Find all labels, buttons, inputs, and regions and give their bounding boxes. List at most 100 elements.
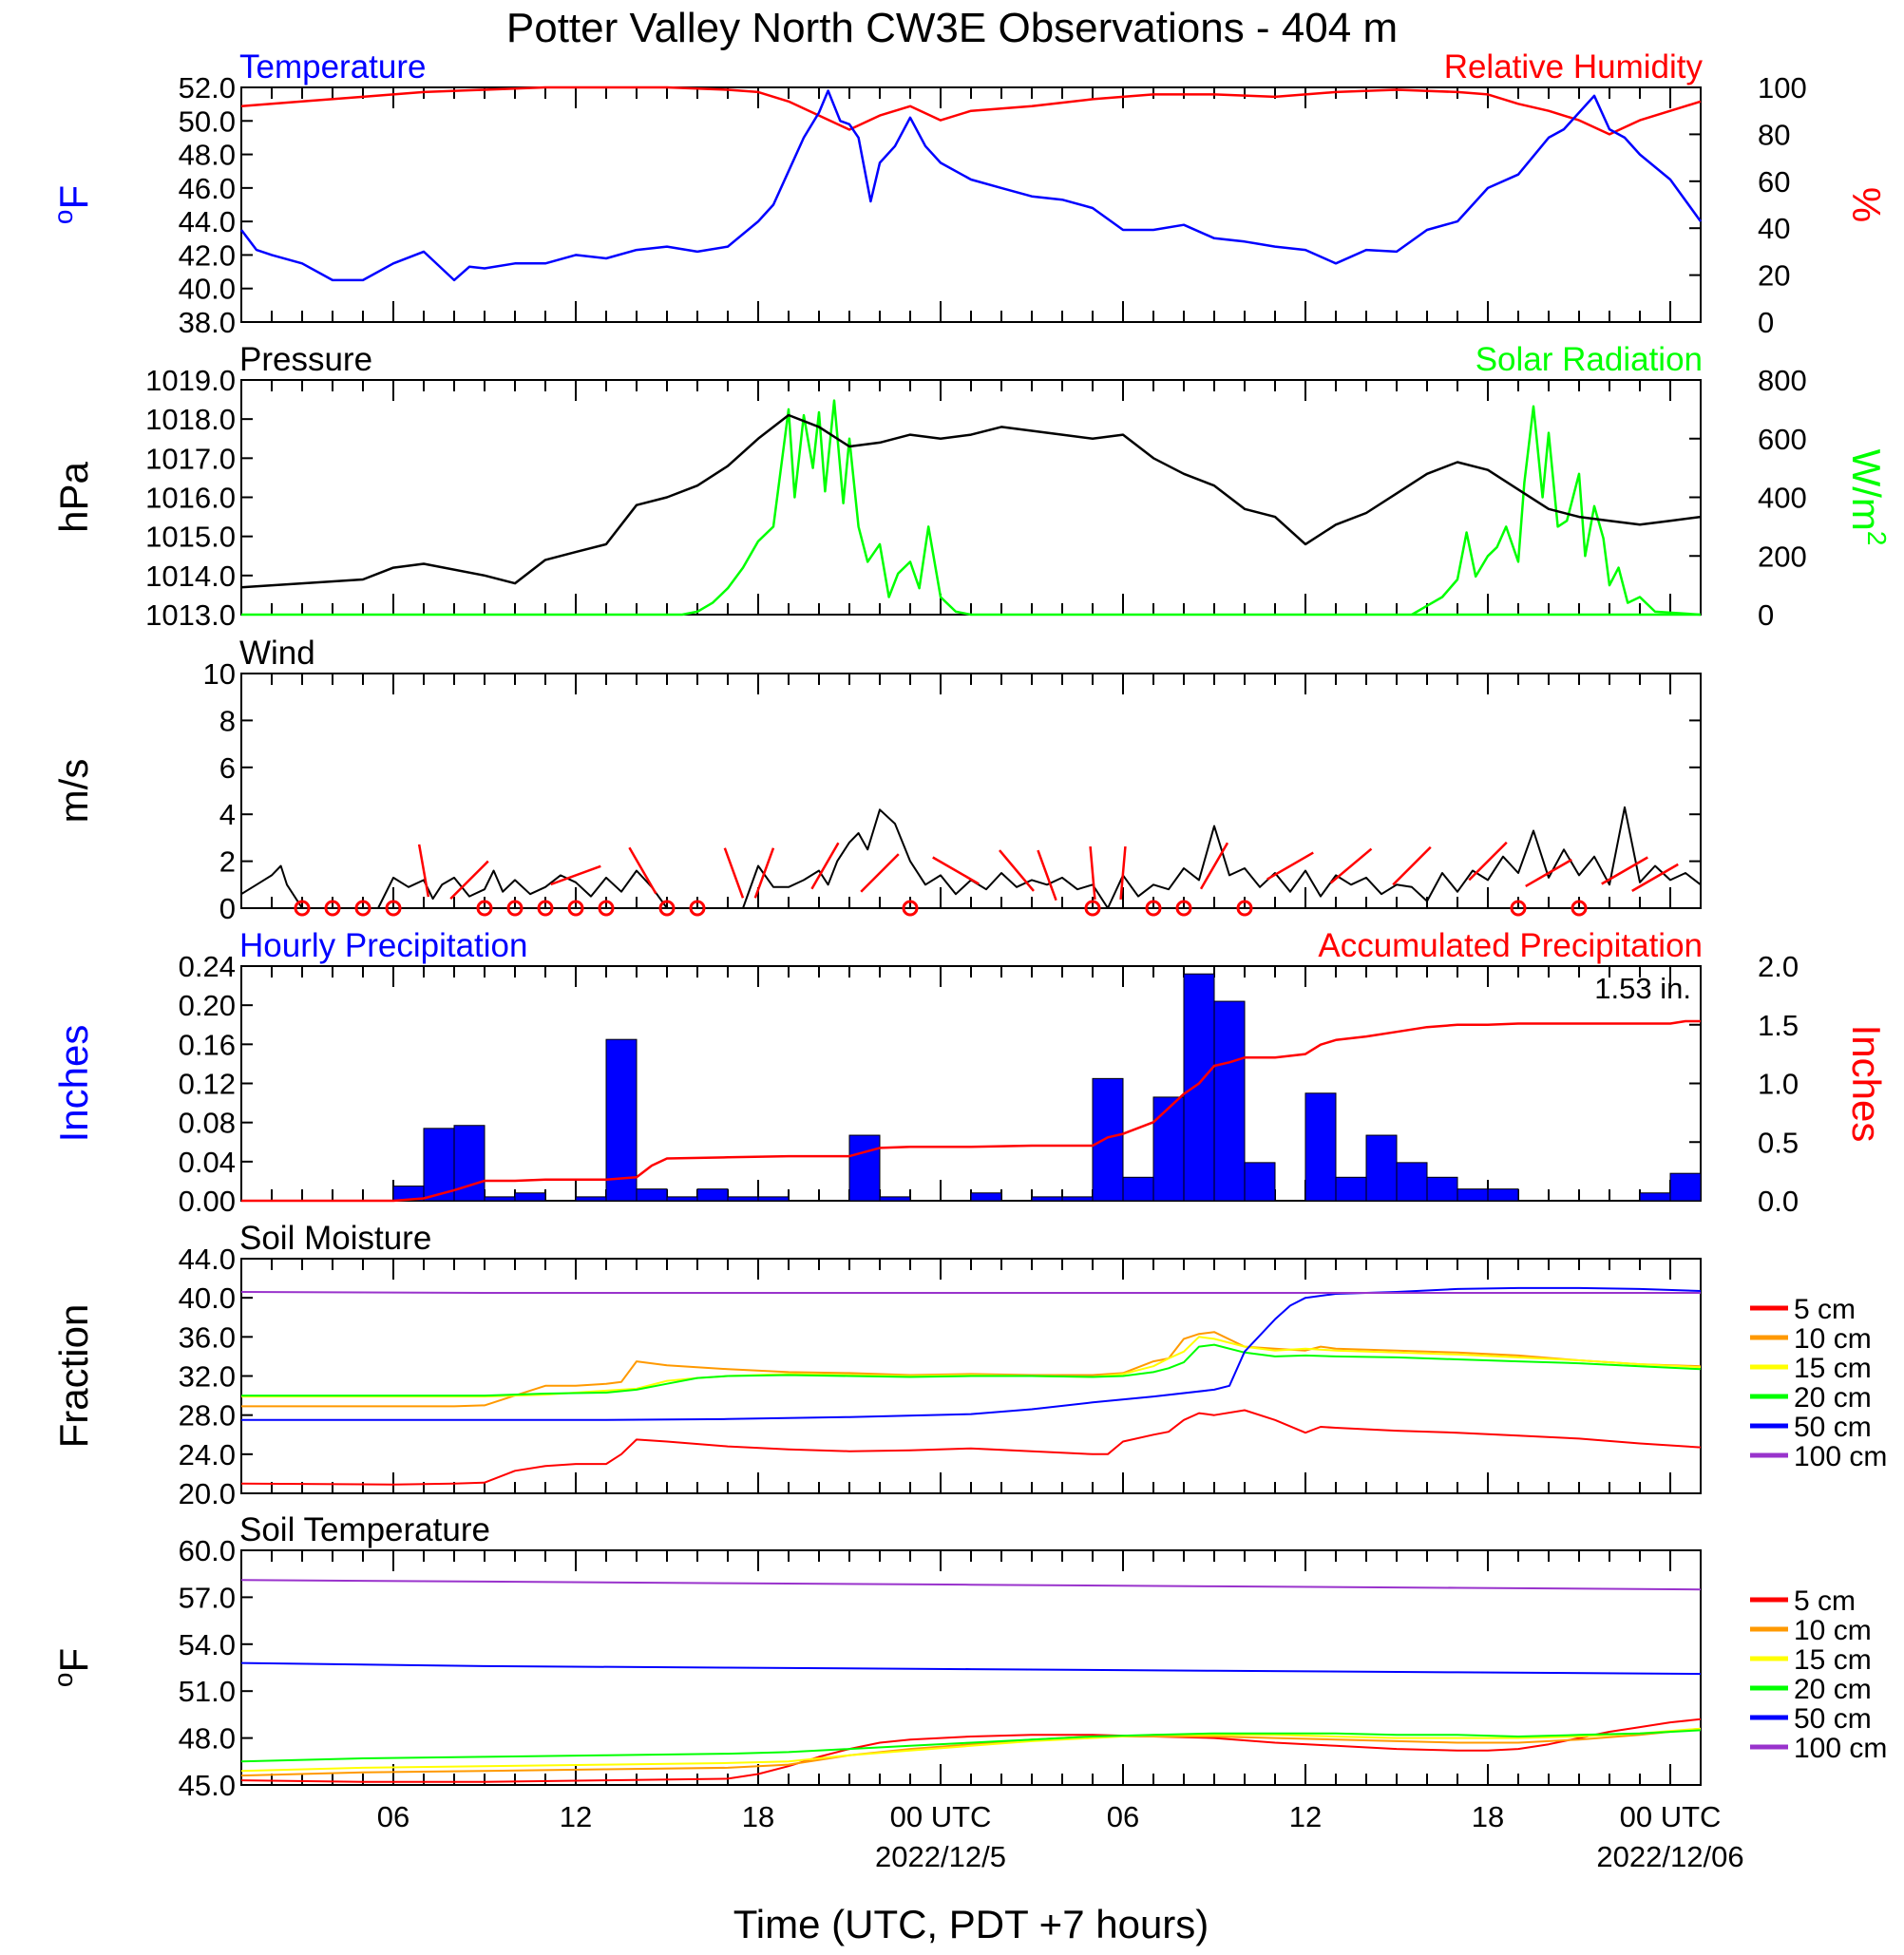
series-soil-temp-20cm	[240, 1729, 1702, 1763]
precip-bar	[696, 1188, 729, 1202]
precip-bar	[1092, 1077, 1124, 1202]
series-accumulated-precip	[241, 1019, 1701, 1203]
accum-ytick-right-label: 0.5	[1758, 1126, 1799, 1159]
series-soil-temp-50cm	[240, 1661, 1702, 1676]
precip-bar	[1365, 1134, 1398, 1202]
solar-ytick-right-label: 600	[1758, 423, 1807, 456]
wind-barb	[999, 849, 1035, 892]
precip-bar	[879, 1196, 911, 1202]
series-soil-temp-5cm	[240, 1718, 1702, 1783]
precip-bar	[575, 1196, 607, 1202]
wind-calm-marker	[385, 900, 402, 917]
rh-ytick-right-label: 100	[1758, 71, 1807, 104]
wind-calm-marker	[658, 900, 676, 917]
temp-ytick-left-label: 46.0	[179, 172, 236, 205]
soilt-ytick-left-label: 60.0	[179, 1534, 236, 1567]
wind-ytick-left-label: 4	[219, 798, 236, 831]
precip-bar	[1213, 1000, 1246, 1202]
pres-ytick-left-label: 1016.0	[145, 482, 236, 515]
wind-barb	[1468, 841, 1508, 882]
precip-bar	[514, 1192, 546, 1202]
panels: 38.040.042.044.046.048.050.052.002040608…	[48, 48, 1892, 1802]
pres-ytick-left-label: 1015.0	[145, 521, 236, 554]
pres-ytick-left-label: 1013.0	[145, 598, 236, 632]
accum-ytick-right-label: 1.0	[1758, 1068, 1799, 1101]
wind-barb	[1089, 845, 1096, 900]
precip-bar	[757, 1196, 790, 1202]
wind-calm-marker	[1571, 900, 1588, 917]
soilm-ytick-left-label: 20.0	[179, 1477, 236, 1510]
wind-barb	[1631, 863, 1679, 892]
panel-temperature-humidity: 38.040.042.044.046.048.050.052.0 0 20 40 60 8…	[48, 48, 1889, 339]
wind-calm-marker	[598, 900, 615, 917]
soilt-legend-label: 15 cm	[1794, 1644, 1872, 1676]
soilm-ytick-left-label: 36.0	[179, 1320, 236, 1354]
panel-label-temperature: Temperature	[239, 48, 426, 85]
wind-calm-marker	[567, 900, 584, 917]
wind-calm-marker	[1175, 900, 1192, 917]
wind-calm-marker	[1084, 900, 1101, 917]
series-soil-moisture-10cm	[241, 1331, 1702, 1408]
soilm-ytick-left-label: 28.0	[179, 1399, 236, 1433]
series-soil-moisture-100cm	[240, 1291, 1701, 1294]
wind-calm-marker	[537, 900, 554, 917]
precip-bar	[484, 1196, 516, 1202]
wind-barb	[1601, 856, 1648, 885]
precip-bar	[1152, 1096, 1185, 1202]
series-solar-radiation	[241, 399, 1701, 617]
precip-ytick-left-label: 0.12	[179, 1068, 236, 1101]
wind-ytick-left-label: 6	[219, 751, 236, 785]
soilt-ylabel-degree: o	[48, 1673, 78, 1688]
soilt-legend-label: 50 cm	[1794, 1703, 1872, 1735]
precip-bar	[970, 1192, 1002, 1202]
accum-ytick-right-label: 0.0	[1758, 1185, 1799, 1218]
solar-ylabel-right-exp: 2	[1862, 531, 1892, 546]
series-pressure	[240, 413, 1702, 589]
temp-ylabel-left: oF	[48, 185, 96, 224]
precip-bar	[1244, 1162, 1276, 1202]
wind-barb	[550, 864, 601, 886]
soilt-ylabel-unit: F	[51, 1648, 96, 1673]
x-date-label: 2022/12/06	[1596, 1840, 1743, 1873]
panel-label-solar: Solar Radiation	[1476, 341, 1703, 378]
rh-ylabel-right: %	[1844, 187, 1889, 222]
wind-ytick-left-label: 2	[219, 845, 236, 879]
wind-barb	[810, 842, 840, 890]
series-relative-humidity	[240, 85, 1702, 136]
wind-calm-marker	[476, 900, 493, 917]
precip-ytick-left-label: 0.00	[179, 1185, 236, 1218]
wind-calm-marker	[1145, 900, 1162, 917]
soilt-legend-label: 10 cm	[1794, 1615, 1872, 1646]
precip-bar	[1183, 973, 1215, 1202]
precip-bar	[727, 1196, 759, 1202]
x-tick-label: 06	[1107, 1800, 1139, 1833]
wind-frame	[240, 673, 1702, 909]
wind-barb	[1392, 845, 1432, 886]
pres-ytick-left-label: 1018.0	[145, 403, 236, 436]
pres-ytick-left-label: 1019.0	[145, 364, 236, 397]
pres-ytick-left-label: 1014.0	[145, 560, 236, 593]
x-tick-label: 12	[1289, 1800, 1322, 1833]
precip-bar	[1122, 1176, 1154, 1202]
soilm-legend-label: 100 cm	[1794, 1441, 1887, 1472]
wind-calm-marker	[689, 900, 706, 917]
wind-barb	[1199, 842, 1229, 890]
precip-bar	[636, 1188, 668, 1202]
wind-barb	[1329, 847, 1373, 884]
precip-bar	[605, 1038, 638, 1202]
solar-ytick-right-label: 800	[1758, 364, 1807, 397]
x-tick-label: 00 UTC	[1620, 1800, 1722, 1833]
chart-title: Potter Valley North CW3E Observations - …	[506, 5, 1398, 51]
soilt-legend-label: 20 cm	[1794, 1674, 1872, 1705]
series-temperature	[240, 89, 1703, 282]
accum-ylabel-right: Inches	[1844, 1025, 1889, 1143]
wind-barb	[860, 853, 900, 893]
wind-ylabel-left: m/s	[51, 759, 96, 824]
series-soil-temp-15cm	[240, 1727, 1702, 1773]
wind-barb	[1266, 851, 1314, 881]
series-soil-moisture-50cm	[241, 1286, 1702, 1421]
temp-ylabel-unit: F	[51, 185, 96, 210]
rh-ytick-right-label: 80	[1758, 118, 1790, 151]
